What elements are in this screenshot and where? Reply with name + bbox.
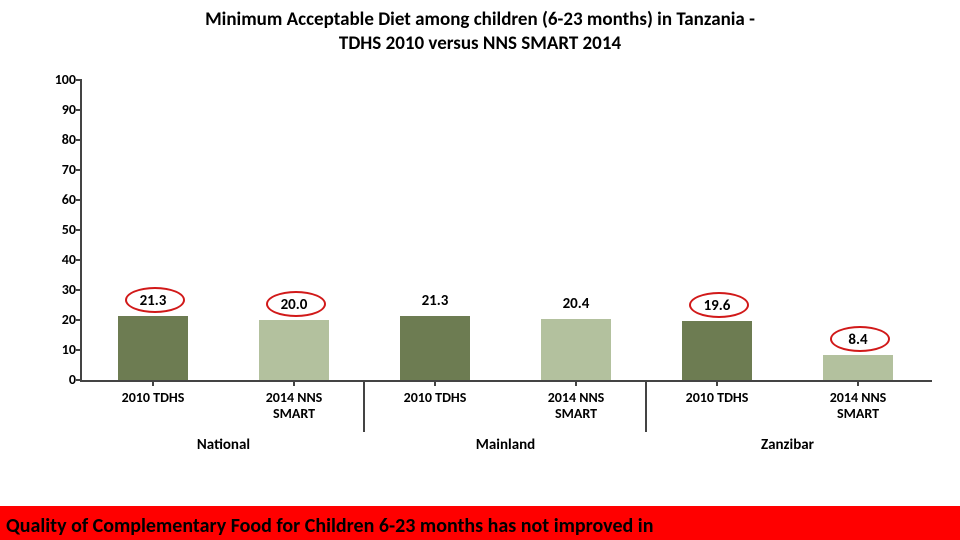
y-tick-mark [76, 229, 82, 231]
group-label: Zanzibar [708, 436, 868, 454]
x-axis-label: 2014 NNSSMART [798, 390, 918, 422]
y-tick-mark [76, 319, 82, 321]
y-tick-label: 100 [46, 71, 76, 88]
y-tick-mark [76, 289, 82, 291]
plot-area: 010203040506070809010021.320.021.320.419… [80, 80, 932, 382]
x-axis-label: 2010 TDHS [93, 390, 213, 406]
y-tick-label: 90 [46, 101, 76, 118]
y-tick-mark [76, 259, 82, 261]
y-tick-label: 80 [46, 131, 76, 148]
x-axis-label: 2014 NNSSMART [234, 390, 354, 422]
bar-value-label: 20.4 [531, 295, 621, 313]
chart-area: 010203040506070809010021.320.021.320.419… [50, 80, 930, 400]
group-divider [645, 380, 647, 432]
bar-value-label: 21.3 [390, 292, 480, 310]
y-tick-label: 50 [46, 221, 76, 238]
emphasis-circle [125, 287, 185, 313]
group-divider [363, 380, 365, 432]
y-tick-label: 30 [46, 281, 76, 298]
group-label: National [144, 436, 304, 454]
y-tick-mark [76, 139, 82, 141]
y-tick-mark [76, 79, 82, 81]
chart-title: Minimum Acceptable Diet among children (… [0, 8, 960, 56]
y-tick-mark [76, 379, 82, 381]
bar [259, 320, 329, 380]
caption-banner: Quality of Complementary Food for Childr… [0, 506, 960, 540]
x-tick-mark [716, 380, 718, 386]
caption-text: Quality of Complementary Food for Childr… [6, 514, 653, 538]
x-tick-mark [152, 380, 154, 386]
group-label: Mainland [426, 436, 586, 454]
y-tick-label: 10 [46, 341, 76, 358]
y-tick-label: 60 [46, 191, 76, 208]
x-tick-mark [575, 380, 577, 386]
y-tick-label: 40 [46, 251, 76, 268]
bar [118, 316, 188, 380]
x-axis-label: 2010 TDHS [657, 390, 777, 406]
emphasis-circle [830, 326, 890, 352]
x-tick-mark [434, 380, 436, 386]
y-tick-mark [76, 109, 82, 111]
y-tick-label: 70 [46, 161, 76, 178]
y-tick-label: 0 [46, 371, 76, 388]
emphasis-circle [266, 291, 326, 317]
y-tick-label: 20 [46, 311, 76, 328]
bar [541, 319, 611, 380]
x-tick-mark [293, 380, 295, 386]
bar [400, 316, 470, 380]
bar [682, 321, 752, 380]
bar [823, 355, 893, 380]
x-tick-mark [857, 380, 859, 386]
y-tick-mark [76, 199, 82, 201]
x-axis-label: 2014 NNSSMART [516, 390, 636, 422]
y-tick-mark [76, 349, 82, 351]
x-axis-label: 2010 TDHS [375, 390, 495, 406]
y-tick-mark [76, 169, 82, 171]
